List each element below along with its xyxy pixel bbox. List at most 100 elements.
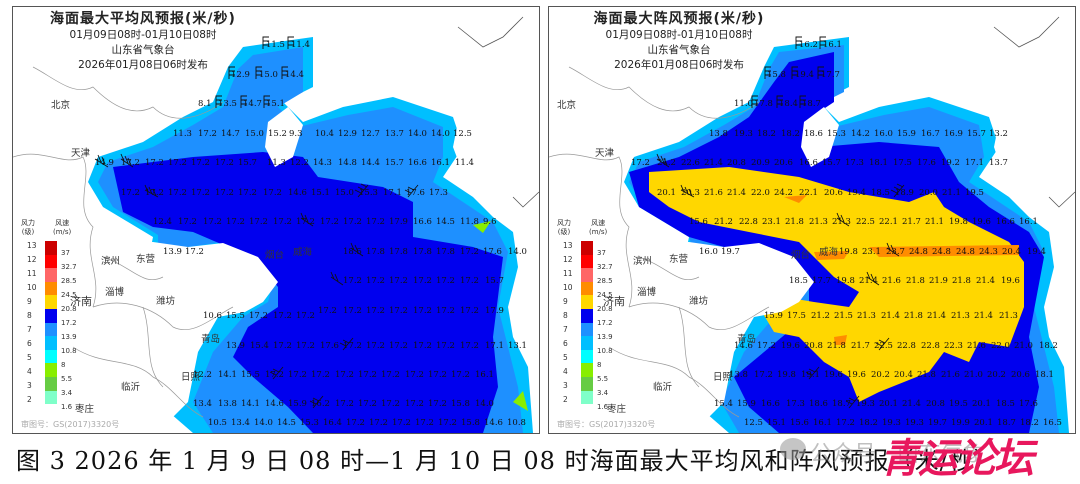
station-wind-value: 20.9 [751,158,770,168]
station-wind-value: 13.8 [709,129,728,139]
station-wind-value: 16.1 [813,418,832,428]
station-wind-value: 21.7 [902,217,921,227]
station-wind-value: 19.3 [882,418,901,428]
station-wind-value: 13.2 [989,129,1008,139]
map-title: 海面最大阵风预报(米/秒) [593,11,765,27]
wechat-icon [780,438,806,460]
station-wind-value: 24.2 [774,188,793,198]
station-wind-value: 19.4 [1027,247,1046,257]
station-wind-value: 21.2 [657,158,676,168]
station-wind-value: 17.6 [1019,399,1038,409]
station-wind-value: 17.2 [343,276,362,286]
sea-zone-level8 [113,152,503,433]
wind-barbs [94,36,419,409]
station-wind-value: 17.2 [265,370,284,380]
station-wind-value: 17.2 [263,188,282,198]
station-wind-value: 16.2 [311,399,330,409]
station-wind-value: 13.5 [218,99,237,109]
station-wind-value: 17.2 [343,341,362,351]
station-wind-value: 23.7 [886,247,905,257]
wind-barbs [656,36,905,409]
city-weifang: 潍坊 [156,296,176,307]
station-wind-value: 13.1 [508,341,527,351]
map-approval-number: 审图号：GS(2017)3320号 [557,420,656,429]
station-wind-value: 18.4 [779,99,798,109]
station-wind-value: 11.5 [266,40,285,50]
station-wind-value: 13.8 [218,399,237,409]
station-wind-value: 22.0 [991,341,1010,351]
station-wind-value: 19.7 [721,247,740,257]
station-wind-value: 20.8 [926,399,945,409]
city-yantai: 烟台 [791,250,811,261]
wind-scale-legend: 风力 (级) 风速 (m/s) 13 12 11 10 9 8 7 6 5 4 3 … [21,219,77,411]
city-linyi: 临沂 [653,382,673,393]
station-wind-value: 14.0 [508,247,527,257]
station-wind-value: 15.9 [764,311,783,321]
station-wind-value: 21.8 [952,276,971,286]
station-wind-value: 21.6 [967,341,986,351]
station-wind-value: 17.2 [381,370,400,380]
station-wind-value: 17.2 [168,158,187,168]
station-wind-value: 17.2 [366,306,385,316]
station-wind-value: 20.6 [824,188,843,198]
station-wind-value: 17.2 [273,311,292,321]
station-wind-value: 20.2 [871,370,890,380]
station-wind-value: 17.2 [145,188,164,198]
station-wind-value: 21.5 [834,311,853,321]
station-wind-value: 17.2 [215,188,234,198]
station-wind-value: 21.8 [827,341,846,351]
liaodong-peninsula [801,107,839,167]
station-wind-value: 18.5 [996,399,1015,409]
station-wind-value: 17.2 [168,188,187,198]
station-wind-value: 17.5 [893,158,912,168]
city-dongying: 东营 [669,254,689,265]
station-wind-value: 17.8 [389,247,408,257]
station-wind-value: 19.4 [847,188,866,198]
station-wind-value: 18.6 [809,399,828,409]
station-wind-value: 21.1 [925,217,944,227]
station-wind-value: 20.8 [727,158,746,168]
station-wind-value: 19.3 [734,129,753,139]
station-wind-value: 11.4 [455,158,474,168]
city-weihai: 威海 [293,247,313,258]
station-wind-value: 17.2 [436,306,455,316]
station-wind-value: 24.3 [979,247,998,257]
station-wind-value: 17.2 [249,217,268,227]
issue-time: 2026年01月08日06时发布 [614,59,744,71]
station-wind-value: 18.5 [789,276,808,286]
station-wind-value: 17.2 [389,306,408,316]
city-tianjin: 天津 [71,148,91,159]
station-wind-value: 15.7 [485,276,504,286]
station-wind-value: 10.5 [208,418,227,428]
station-wind-value: 20.1 [972,399,991,409]
station-wind-value: 23.1 [762,217,781,227]
station-wind-value: 17.2 [238,188,257,198]
station-wind-value: 17.2 [428,370,447,380]
station-wind-value: 17.2 [311,370,330,380]
city-weifang: 潍坊 [689,296,709,307]
station-wind-value: 10.8 [507,418,526,428]
station-wind-value: 20.1 [879,399,898,409]
station-wind-value: 12.2 [290,158,309,168]
liaodong-peninsula [265,107,303,167]
station-wind-value: 21.8 [917,370,936,380]
station-wind-value: 15.1 [767,418,786,428]
station-wind-value: 17.9 [389,217,408,227]
station-wind-value: 21.6 [941,370,960,380]
station-wind-value: 17.3 [845,158,864,168]
station-wind-value: 22.3 [944,341,963,351]
station-wind-value: 15.6 [689,217,708,227]
station-wind-value: 15.8 [767,70,786,80]
city-weihai: 威海 [819,247,839,258]
station-wind-value: 14.8 [338,158,357,168]
city-tianjin: 天津 [595,148,615,159]
station-wind-value: 17.2 [358,399,377,409]
station-wind-value: 18.7 [802,99,821,109]
station-wind-value: 17.2 [273,217,292,227]
station-wind-value: 18.6 [804,129,823,139]
station-wind-value: 15.5 [241,370,260,380]
station-wind-value: 17.2 [366,341,385,351]
station-wind-value: 16.0 [874,129,893,139]
station-wind-value: 15.1 [311,188,330,198]
station-wind-value: 17.8 [436,247,455,257]
